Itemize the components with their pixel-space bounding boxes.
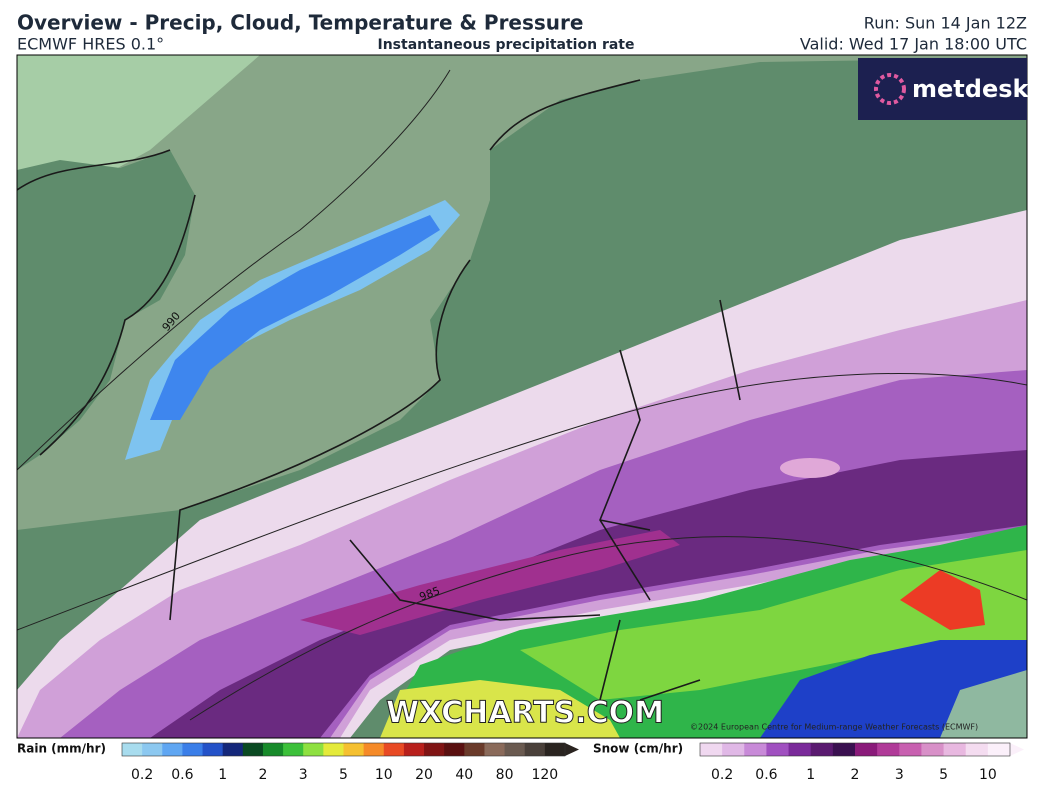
- legend-tick: 3: [895, 767, 904, 783]
- title: Overview - Precip, Cloud, Temperature & …: [17, 11, 583, 35]
- legend-swatch: [877, 743, 900, 756]
- legend-tick: 0.2: [711, 767, 733, 783]
- logo-box: [858, 58, 1027, 120]
- legend-tick: 80: [496, 767, 514, 783]
- legend: 0.2 0.6 1 2 3 5 10 20 40 80 120 0.2 0.6 1 2 3 5 10: [121, 742, 1024, 783]
- legend-arrow: [1010, 743, 1024, 756]
- legend-swatch: [987, 743, 1011, 756]
- isobar-985: [189, 536, 1027, 721]
- legend-outline: [699, 742, 1011, 757]
- legend-tick: 0.6: [171, 767, 193, 783]
- legend-swatch: [283, 743, 304, 756]
- logo-icon: [874, 73, 906, 105]
- legend-swatch: [142, 743, 163, 756]
- snow-5: [780, 458, 840, 478]
- isobar-990: [17, 69, 451, 471]
- legend-swatch: [504, 743, 526, 756]
- legend-swatch: [524, 743, 546, 756]
- rain-label: Rain (mm/hr): [17, 742, 106, 756]
- legend-tick: 10: [375, 767, 393, 783]
- copyright: ©2024 European Centre for Medium-range W…: [690, 723, 978, 732]
- legend-tick: 20: [415, 767, 433, 783]
- legend-swatch: [262, 743, 284, 756]
- legend-tick: 2: [851, 767, 860, 783]
- legend-tick: 10: [979, 767, 997, 783]
- valid: Valid: Wed 17 Jan 18:00 UTC: [800, 35, 1027, 54]
- legend-swatch: [424, 743, 445, 756]
- rain-3: [380, 680, 620, 738]
- run: Run: Sun 14 Jan 12Z: [864, 14, 1027, 33]
- rain-10: [900, 570, 985, 630]
- legend-tick: 1: [218, 767, 227, 783]
- land-uk: [17, 150, 195, 470]
- legend-swatch: [832, 743, 856, 756]
- legend-swatch: [744, 743, 767, 756]
- legend-swatch: [943, 743, 967, 756]
- borders: [17, 79, 741, 701]
- map: 990 985 metdesk WXCHARTS.COM ©2024 Europ…: [16, 54, 1030, 739]
- legend-swatch: [202, 743, 224, 756]
- legend-swatch: [383, 743, 405, 756]
- legend-tick: 2: [258, 767, 267, 783]
- logo: metdesk: [912, 75, 1030, 103]
- legend-swatch: [965, 743, 989, 756]
- legend-tick: 5: [939, 767, 948, 783]
- legend-tick: 0.2: [131, 767, 153, 783]
- rain-2: [520, 550, 1027, 700]
- legend-swatch: [343, 743, 365, 756]
- legend-swatch: [363, 743, 385, 756]
- legend-swatch: [810, 743, 834, 756]
- legend-swatch: [122, 743, 143, 756]
- legend-swatch: [788, 743, 812, 756]
- legend-tick: 0.6: [755, 767, 777, 783]
- legend-swatch: [722, 743, 745, 756]
- legend-swatch: [899, 743, 922, 756]
- rain-mid: [150, 215, 440, 420]
- legend-swatch: [303, 743, 324, 756]
- legend-tick: 40: [455, 767, 473, 783]
- legend-outline: [121, 742, 566, 757]
- legend-swatch: [544, 743, 566, 756]
- subtitle: Instantaneous precipitation rate: [378, 37, 635, 53]
- map-frame: [16, 54, 1028, 739]
- legend-swatch: [222, 743, 244, 756]
- legend-swatch: [921, 743, 945, 756]
- snow-label: Snow (cm/hr): [593, 742, 683, 756]
- isobar-a: [17, 373, 1027, 631]
- cloud: [940, 670, 1027, 738]
- legend-swatch: [766, 743, 790, 756]
- legend-tick: 5: [339, 767, 348, 783]
- legend-swatch: [182, 743, 204, 756]
- legend-tick: 120: [531, 767, 558, 783]
- snow-3: [300, 530, 680, 635]
- legend-swatch: [444, 743, 465, 756]
- legend-arrow: [565, 743, 579, 756]
- legend-swatch: [484, 743, 506, 756]
- legend-swatch: [855, 743, 878, 756]
- legend-swatch: [242, 743, 264, 756]
- legend-swatch: [464, 743, 485, 756]
- legend-tick: 1: [806, 767, 815, 783]
- legend-swatch: [162, 743, 183, 756]
- legend-swatch: [323, 743, 344, 756]
- legend-swatch: [700, 743, 723, 756]
- legend-tick: 3: [299, 767, 308, 783]
- watermark: WXCHARTS.COM: [386, 696, 664, 731]
- model: ECMWF HRES 0.1°: [17, 35, 164, 54]
- snow-2: [150, 450, 1027, 738]
- legend-swatch: [403, 743, 425, 756]
